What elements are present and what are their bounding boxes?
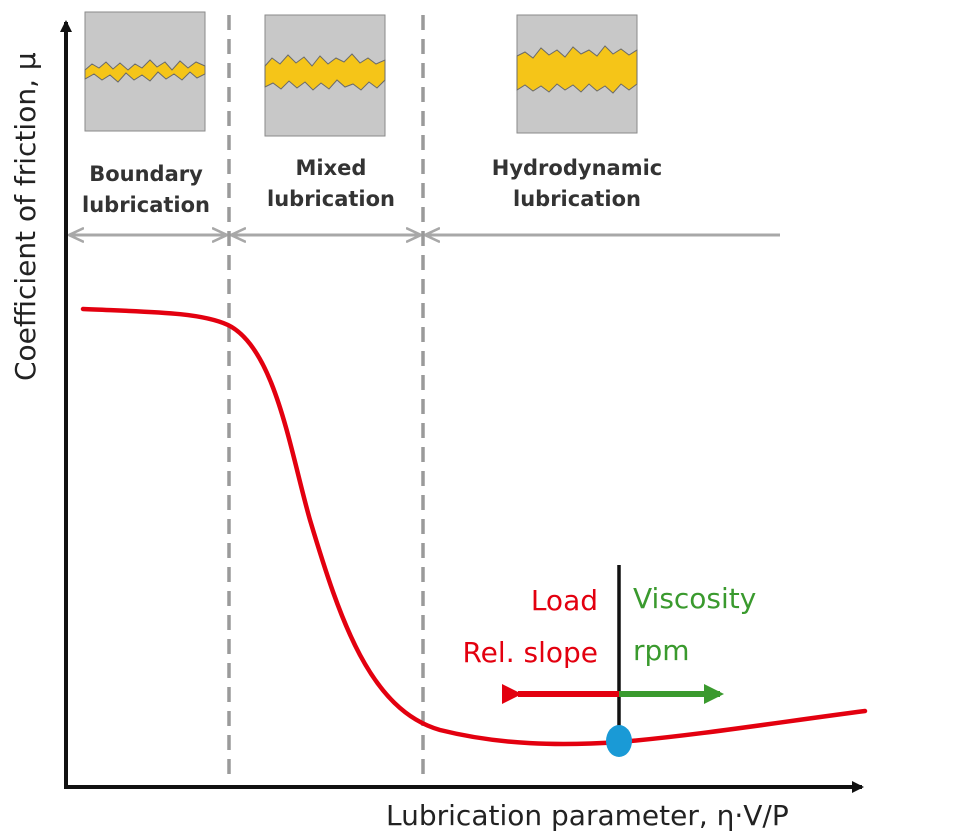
stribeck-curve bbox=[80, 306, 868, 747]
surface-mixed-icon bbox=[264, 14, 386, 137]
regime-hydrodynamic-label-line1: Hydrodynamic bbox=[492, 156, 662, 180]
effect-rpm-label: rpm bbox=[633, 634, 690, 667]
surface-hydrodynamic-icon bbox=[516, 14, 638, 134]
operating-point bbox=[606, 725, 632, 757]
regime-boundary-label-line2: lubrication bbox=[82, 193, 210, 217]
effect-load-label: Load bbox=[531, 584, 598, 617]
effect-viscosity-label: Viscosity bbox=[633, 582, 756, 615]
regime-hydrodynamic-label-line2: lubrication bbox=[513, 187, 641, 211]
regime-boundary-label-line1: Boundary bbox=[89, 162, 203, 186]
regime-mixed-label-line1: Mixed bbox=[296, 156, 367, 180]
surface-boundary-icon bbox=[84, 11, 206, 132]
x-axis-label: Lubrication parameter, η·V/P bbox=[386, 799, 789, 831]
effect-rel-slope-label: Rel. slope bbox=[462, 636, 598, 669]
y-axis-label: Coefficient of friction, μ bbox=[9, 52, 42, 381]
regime-mixed-label-line2: lubrication bbox=[267, 187, 395, 211]
